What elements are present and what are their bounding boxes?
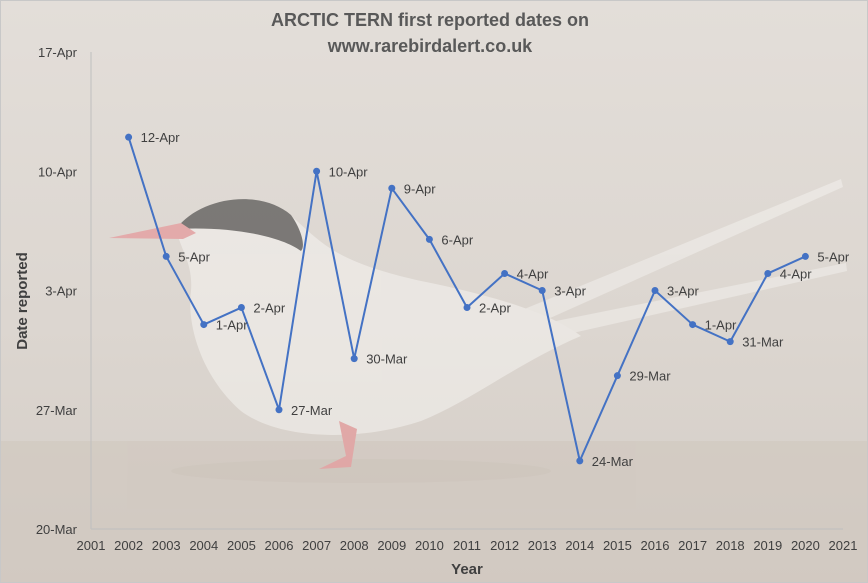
data-label: 5-Apr <box>178 249 210 264</box>
y-tick-label: 10-Apr <box>38 164 78 179</box>
x-tick-label: 2011 <box>453 538 481 553</box>
data-point <box>726 338 734 346</box>
data-label: 29-Mar <box>629 369 671 384</box>
y-tick-label: 17-Apr <box>38 45 78 60</box>
data-point <box>425 235 433 243</box>
x-tick-label: 2001 <box>77 538 106 553</box>
data-point <box>313 167 321 175</box>
data-point <box>764 269 772 277</box>
data-label: 9-Apr <box>404 181 436 196</box>
data-label: 27-Mar <box>291 403 333 418</box>
data-label: 10-Apr <box>329 164 369 179</box>
data-point <box>651 287 659 294</box>
x-tick-label: 2019 <box>753 538 782 553</box>
data-point <box>463 304 471 312</box>
data-point <box>576 457 584 465</box>
data-point <box>613 372 621 380</box>
x-axis-title: Year <box>451 561 483 578</box>
x-tick-label: 2005 <box>227 538 256 553</box>
data-label: 1-Apr <box>216 318 248 333</box>
x-tick-label: 2021 <box>829 538 858 553</box>
y-axis-title: Date reported <box>14 252 31 350</box>
x-tick-label: 2015 <box>603 538 632 553</box>
y-tick-label: 27-Mar <box>36 403 78 418</box>
x-tick-label: 2012 <box>490 538 519 553</box>
data-label: 2-Apr <box>253 301 285 316</box>
x-tick-label: 2008 <box>340 538 369 553</box>
data-point <box>237 304 245 312</box>
titles: ARCTIC TERN first reported dates on www.… <box>14 10 589 578</box>
x-tick-label: 2014 <box>565 538 594 553</box>
data-label: 4-Apr <box>780 266 812 281</box>
x-tick-label: 2016 <box>641 538 670 553</box>
data-label: 1-Apr <box>705 318 737 333</box>
arctic-tern-background-image <box>1 179 867 582</box>
chart-title-line-1: ARCTIC TERN first reported dates on <box>271 10 589 30</box>
data-label: 30-Mar <box>366 352 408 367</box>
chart-title-line-2: www.rarebirdalert.co.uk <box>327 36 533 56</box>
x-tick-label: 2017 <box>678 538 707 553</box>
x-tick-label: 2010 <box>415 538 444 553</box>
x-tick-label: 2018 <box>716 538 745 553</box>
y-tick-label: 3-Apr <box>45 284 77 299</box>
x-tick-label: 2002 <box>114 538 143 553</box>
data-label: 6-Apr <box>441 232 473 247</box>
data-label: 5-Apr <box>817 249 849 264</box>
data-point <box>162 252 170 260</box>
y-tick-label: 20-Mar <box>36 522 78 537</box>
data-label: 4-Apr <box>517 266 549 281</box>
data-point <box>350 355 358 363</box>
data-point <box>200 321 208 329</box>
x-tick-label: 2003 <box>152 538 181 553</box>
data-label: 3-Apr <box>554 284 586 299</box>
data-point <box>801 252 809 260</box>
x-tick-label: 2020 <box>791 538 820 553</box>
axes: 2001 2002 2003 2004 2005 2006 2007 2008 2009 2010… <box>36 45 858 553</box>
x-tick-label: 2009 <box>377 538 406 553</box>
data-point <box>538 287 546 294</box>
data-point <box>501 269 509 277</box>
plot-area: 12-Apr 5-Apr 1-Apr 2-Apr 27-Mar 10-Apr 30-Mar 9… <box>125 130 850 469</box>
data-label: 24-Mar <box>592 454 634 469</box>
data-label: 31-Mar <box>742 335 784 350</box>
x-tick-label: 2007 <box>302 538 331 553</box>
x-tick-label: 2004 <box>189 538 218 553</box>
data-label: 3-Apr <box>667 284 699 299</box>
x-tick-label: 2013 <box>528 538 557 553</box>
data-label: 12-Apr <box>141 130 181 145</box>
data-point <box>689 321 697 329</box>
x-tick-label: 2006 <box>265 538 294 553</box>
data-label: 2-Apr <box>479 301 511 316</box>
data-point <box>275 406 283 414</box>
data-point <box>388 184 396 192</box>
data-point <box>125 133 133 141</box>
